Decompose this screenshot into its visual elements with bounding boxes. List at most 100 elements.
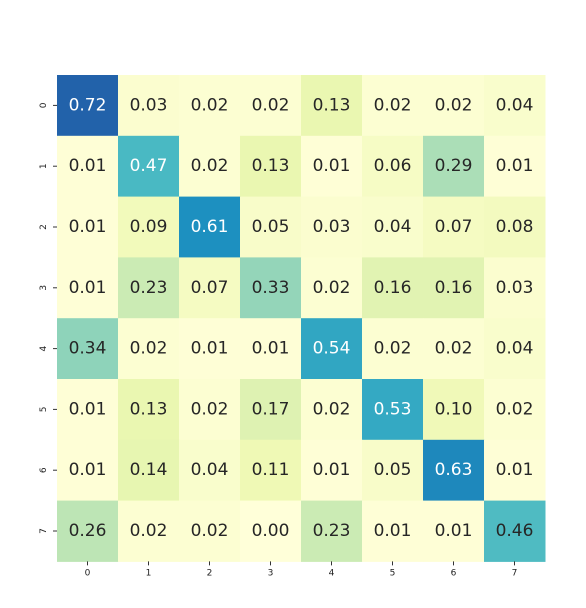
cell-value-label-r5-c6: 0.10	[435, 399, 473, 419]
heatmap-cell-r0-c3	[240, 75, 302, 137]
heatmap-cell-r2-c5	[362, 196, 424, 258]
cell-value-label-r6-c7: 0.01	[496, 460, 534, 480]
x-tick-label-7: 7	[512, 568, 518, 578]
cell-value-label-r6-c1: 0.14	[130, 460, 168, 480]
cell-value-label-r5-c0: 0.01	[69, 399, 107, 419]
x-tick-label-0: 0	[85, 568, 91, 578]
cell-value-label-r7-c4: 0.23	[313, 521, 351, 541]
x-tick-label-3: 3	[268, 568, 274, 578]
heatmap-cell-r2-c7	[484, 196, 546, 258]
cell-value-label-r6-c2: 0.04	[191, 460, 229, 480]
heatmap-cell-r6-c5	[362, 439, 424, 502]
cell-value-label-r5-c7: 0.02	[496, 399, 534, 419]
heatmap-cell-r2-c4	[301, 196, 363, 258]
cell-value-label-r0-c2: 0.02	[191, 95, 229, 115]
heatmap-cell-r6-c6	[423, 439, 485, 502]
heatmap-cell-r3-c1	[118, 257, 180, 319]
cell-value-label-r1-c2: 0.02	[191, 156, 229, 176]
heatmap-cell-r7-c4	[301, 500, 363, 562]
heatmap-cell-r0-c2	[179, 75, 241, 137]
heatmap-cell-r1-c4	[301, 135, 363, 198]
heatmap-cell-r7-c7	[484, 500, 546, 562]
heatmap-cell-r3-c4	[301, 257, 363, 319]
cell-value-label-r1-c0: 0.01	[69, 156, 107, 176]
cell-value-label-r7-c6: 0.01	[435, 521, 473, 541]
heatmap-cell-r6-c1	[118, 439, 180, 502]
cell-value-label-r0-c4: 0.13	[313, 95, 351, 115]
cell-value-label-r5-c2: 0.02	[191, 399, 229, 419]
x-tick-label-2: 2	[207, 568, 213, 578]
heatmap-cell-r1-c3	[240, 135, 302, 198]
cell-value-label-r2-c5: 0.04	[374, 217, 412, 237]
heatmap-cell-r5-c3	[240, 379, 302, 441]
x-tick-label-5: 5	[390, 568, 396, 578]
heatmap-cell-r7-c6	[423, 500, 485, 562]
heatmap-cell-r2-c6	[423, 196, 485, 258]
heatmap-cell-r5-c1	[118, 379, 180, 441]
cell-value-label-r0-c0: 0.72	[69, 95, 107, 115]
y-tick-label-2: 2	[39, 224, 49, 230]
cell-value-label-r3-c7: 0.03	[496, 278, 534, 298]
heatmap-cell-r2-c1	[118, 196, 180, 258]
x-tick-label-1: 1	[146, 568, 152, 578]
cell-value-label-r4-c4: 0.54	[313, 339, 351, 359]
cell-value-label-r0-c7: 0.04	[496, 95, 534, 115]
heatmap-cell-r4-c5	[362, 318, 424, 380]
cell-value-label-r3-c4: 0.02	[313, 278, 351, 298]
cell-value-label-r3-c2: 0.07	[191, 278, 229, 298]
cell-value-label-r2-c7: 0.08	[496, 217, 534, 237]
cell-value-label-r1-c6: 0.29	[435, 156, 473, 176]
cell-value-label-r5-c1: 0.13	[130, 399, 168, 419]
heatmap-cell-r1-c1	[118, 135, 180, 198]
cell-value-label-r0-c6: 0.02	[435, 95, 473, 115]
cell-value-label-r4-c3: 0.01	[252, 339, 290, 359]
heatmap-cell-r4-c0	[57, 318, 119, 380]
cell-value-label-r3-c3: 0.33	[252, 278, 290, 298]
y-tick-label-7: 7	[39, 528, 49, 534]
heatmap-cell-r3-c0	[57, 257, 119, 319]
cell-value-label-r1-c7: 0.01	[496, 156, 534, 176]
heatmap-cell-r3-c6	[423, 257, 485, 319]
cell-value-label-r1-c5: 0.06	[374, 156, 412, 176]
heatmap-cell-r0-c1	[118, 75, 180, 137]
heatmap-cell-r2-c2	[179, 196, 241, 258]
heatmap-cells	[57, 75, 546, 562]
heatmap-cell-r1-c7	[484, 135, 546, 198]
cell-value-label-r5-c3: 0.17	[252, 399, 290, 419]
heatmap-cell-r4-c1	[118, 318, 180, 380]
heatmap-cell-r1-c2	[179, 135, 241, 198]
heatmap-cell-r6-c3	[240, 439, 302, 502]
heatmap-cell-r6-c4	[301, 439, 363, 502]
heatmap-cell-r7-c2	[179, 500, 241, 562]
cell-value-label-r1-c3: 0.13	[252, 156, 290, 176]
heatmap-cell-r4-c4	[301, 318, 363, 380]
heatmap-cell-r3-c2	[179, 257, 241, 319]
cell-value-label-r3-c5: 0.16	[374, 278, 412, 298]
heatmap-cell-r6-c0	[57, 439, 119, 502]
cell-value-label-r6-c4: 0.01	[313, 460, 351, 480]
y-tick-label-6: 6	[39, 467, 49, 473]
cell-value-label-r7-c2: 0.02	[191, 521, 229, 541]
heatmap-cell-r3-c5	[362, 257, 424, 319]
heatmap-cell-r0-c0	[57, 75, 119, 137]
heatmap-cell-r3-c3	[240, 257, 302, 319]
cell-value-label-r6-c0: 0.01	[69, 460, 107, 480]
heatmap-cell-r5-c4	[301, 379, 363, 441]
cell-value-label-r2-c2: 0.61	[191, 217, 229, 237]
heatmap-cell-r0-c4	[301, 75, 363, 137]
heatmap-cell-r7-c1	[118, 500, 180, 562]
cell-value-label-r2-c6: 0.07	[435, 217, 473, 237]
x-tick-label-4: 4	[329, 568, 335, 578]
cell-value-label-r5-c5: 0.53	[374, 399, 412, 419]
heatmap-value-labels: 0.72 0.03 0.02 0.02 0.13 0.02 0.02 0.04 0.01 0.47…	[69, 95, 534, 541]
heatmap-cell-r4-c3	[240, 318, 302, 380]
cell-value-label-r2-c4: 0.03	[313, 217, 351, 237]
cell-value-label-r4-c0: 0.34	[69, 339, 107, 359]
heatmap-cell-r7-c0	[57, 500, 119, 562]
cell-value-label-r3-c0: 0.01	[69, 278, 107, 298]
cell-value-label-r4-c7: 0.04	[496, 339, 534, 359]
heatmap-cell-r4-c6	[423, 318, 485, 380]
y-axis-ticks: 0 1 2 3 4 5 6 7	[39, 102, 57, 534]
heatmap-cell-r1-c0	[57, 135, 119, 198]
